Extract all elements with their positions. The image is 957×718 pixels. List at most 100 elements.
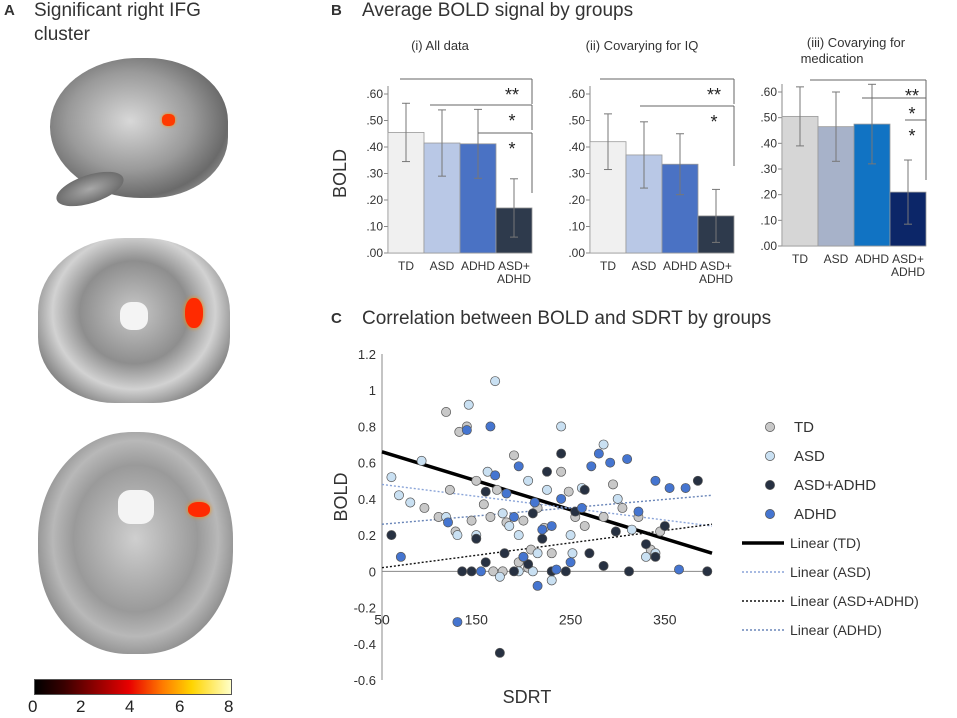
panel-a-title-line2: cluster: [34, 24, 90, 45]
legend-label: Linear (ASD): [790, 564, 871, 580]
bar-chart-y-tick-label: .60: [366, 87, 383, 101]
scatter-point-asd-adhd: [641, 539, 651, 550]
significance-stars: *: [908, 104, 915, 124]
scatter-point-asd-adhd: [659, 521, 670, 532]
scatter-point-adhd: [633, 506, 644, 517]
scatter-point-asd-adhd: [702, 566, 713, 577]
bar-chart-y-tick-label: .20: [366, 193, 383, 207]
bar-category-label: ADHD: [461, 259, 495, 273]
legend-marker: [765, 509, 775, 519]
bar-chart-y-tick-label: .00: [568, 246, 585, 260]
scatter-x-tick-label: 50: [374, 611, 390, 627]
scatter-point-asd-adhd: [556, 448, 567, 459]
scatter-chart-bold-sdrt: -0.6 -0.4 -0.2 0 0.2 0.4 0.6 0.8 1 1.2 50 150 250 350…: [331, 347, 919, 707]
scatter-y-tick-label: 0: [369, 564, 376, 579]
scatter-y-tick-label: 0.4: [358, 492, 376, 507]
scatter-point-asd-adhd: [692, 475, 703, 486]
scatter-point-adhd: [452, 617, 463, 627]
scatter-point-td: [556, 466, 567, 477]
bar-category-label: ADHD: [497, 272, 531, 286]
scatter-point-adhd: [461, 425, 472, 436]
scatter-x-tick-label: 150: [465, 611, 489, 627]
bar-chart-y-tick-label: .60: [760, 85, 777, 99]
scatter-point-asd: [542, 484, 552, 495]
bar-chart-all-data: (i) All data .00 .10 .20 .30 .40 .50 .60 BOLD TD A…: [330, 38, 533, 286]
scatter-y-label: BOLD: [331, 472, 351, 521]
colorbar-tick: 4: [125, 697, 135, 716]
scatter-point-adhd: [576, 502, 587, 513]
scatter-point-asd-adhd: [509, 566, 519, 577]
scatter-point-adhd: [593, 448, 604, 459]
scatter-point-asd: [416, 455, 427, 466]
scatter-point-adhd: [476, 566, 486, 577]
scatter-point-asd: [513, 530, 524, 541]
scatter-point-asd-adhd: [560, 566, 571, 577]
legend-label: Linear (ASD+ADHD): [790, 593, 919, 609]
scatter-point-asd-adhd: [650, 551, 661, 562]
trendline-linear-asd: [381, 483, 713, 527]
scatter-point-asd: [394, 490, 404, 501]
scatter-point-asd-adhd: [480, 486, 491, 497]
scatter-point-asd: [556, 421, 567, 432]
bar-chart-y-tick-label: .50: [760, 111, 777, 125]
bar-chart-y-tick-label: .30: [760, 162, 777, 176]
bar-category-label: ADHD: [663, 259, 697, 273]
bar-chart-y-tick-label: .40: [760, 136, 777, 150]
scatter-point-td: [441, 407, 452, 417]
scatter-point-adhd: [556, 493, 567, 504]
scatter-point-asd-adhd: [499, 548, 510, 559]
legend-label: ASD: [794, 448, 825, 465]
trendline-linear-td: [381, 450, 713, 555]
axial-brain-slice: [38, 432, 233, 654]
bar-chart-title-line1: (iii) Covarying for: [807, 35, 906, 50]
significance-stars: **: [905, 86, 919, 106]
bar-chart-y-tick-label: .30: [568, 167, 585, 181]
bar-category-label: ASD+: [892, 252, 924, 266]
scatter-point-td: [518, 515, 529, 526]
panel-b-title: Average BOLD signal by groups: [362, 0, 634, 21]
legend-label: TD: [794, 419, 814, 436]
bar-chart-y-tick-label: .10: [568, 220, 585, 234]
significance-stars: *: [710, 112, 717, 132]
scatter-y-tick-label: 0.8: [358, 419, 376, 434]
scatter-point-asd: [626, 524, 637, 535]
bar-category-label: ASD+: [498, 259, 530, 273]
legend-marker: [765, 422, 775, 432]
scatter-point-asd-adhd: [480, 557, 491, 568]
panel-c-letter: C: [331, 310, 342, 327]
colorbar-tick: 8: [224, 697, 234, 716]
legend-marker: [765, 480, 775, 490]
bar-category-label: TD: [600, 259, 616, 273]
significance-stars: *: [508, 139, 515, 159]
scatter-point-td: [485, 512, 496, 522]
scatter-point-asd-adhd: [579, 484, 590, 495]
scatter-point-adhd: [565, 557, 576, 568]
scatter-y-tick-label: 0.6: [358, 456, 376, 471]
scatter-point-asd: [523, 475, 534, 486]
scatter-point-adhd: [518, 551, 529, 562]
legend-marker: [765, 451, 775, 461]
scatter-point-asd-adhd: [598, 560, 609, 571]
scatter-point-asd: [567, 548, 578, 559]
bar-category-label: ASD: [632, 259, 657, 273]
scatter-point-asd: [598, 439, 609, 450]
panel-a-letter: A: [4, 2, 15, 19]
bar-chart-title: (ii) Covarying for IQ: [586, 38, 699, 53]
scatter-y-tick-label: 1.2: [358, 347, 376, 362]
scatter-point-asd-adhd: [542, 466, 552, 477]
scatter-point-td: [579, 521, 590, 532]
scatter-point-adhd: [490, 470, 501, 481]
scatter-point-adhd: [551, 564, 562, 575]
bar-category-label: TD: [792, 252, 808, 266]
scatter-point-asd: [546, 575, 557, 586]
ventricle-axial: [118, 490, 154, 524]
scatter-point-asd-adhd: [610, 526, 621, 537]
scatter-point-td: [478, 499, 489, 510]
scatter-point-adhd: [443, 517, 453, 528]
scatter-point-adhd: [586, 461, 597, 472]
bar-chart-y-label: BOLD: [330, 149, 350, 198]
bar-chart-y-tick-label: .10: [366, 220, 383, 234]
scatter-point-asd-adhd: [527, 508, 538, 519]
scatter-point-td: [598, 512, 609, 522]
scatter-point-adhd: [529, 497, 540, 508]
